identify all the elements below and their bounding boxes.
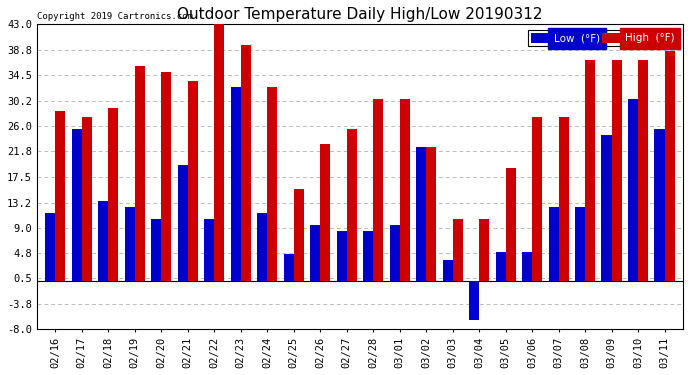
Bar xyxy=(82,117,92,281)
Bar xyxy=(125,207,135,281)
Bar xyxy=(267,87,277,281)
Bar xyxy=(416,147,426,281)
Bar xyxy=(390,225,400,281)
Bar xyxy=(469,281,479,320)
Bar xyxy=(442,261,453,281)
Bar xyxy=(204,219,215,281)
Bar xyxy=(602,135,611,281)
Bar xyxy=(522,252,532,281)
Bar xyxy=(108,108,119,281)
Bar xyxy=(151,219,161,281)
Bar xyxy=(178,165,188,281)
Bar xyxy=(575,207,585,281)
Bar xyxy=(135,66,145,281)
Bar xyxy=(549,207,559,281)
Bar xyxy=(284,255,294,281)
Bar xyxy=(373,99,383,281)
Bar xyxy=(241,45,250,281)
Bar xyxy=(337,231,346,281)
Text: Copyright 2019 Cartronics.com: Copyright 2019 Cartronics.com xyxy=(37,12,193,21)
Bar xyxy=(346,129,357,281)
Bar xyxy=(98,201,108,281)
Bar xyxy=(363,231,373,281)
Bar xyxy=(400,99,410,281)
Bar xyxy=(611,60,622,281)
Legend: Low  (°F), High  (°F): Low (°F), High (°F) xyxy=(528,30,678,46)
Bar xyxy=(453,219,463,281)
Title: Outdoor Temperature Daily High/Low 20190312: Outdoor Temperature Daily High/Low 20190… xyxy=(177,7,542,22)
Bar xyxy=(230,87,241,281)
Bar xyxy=(479,219,489,281)
Bar xyxy=(72,129,82,281)
Bar xyxy=(188,81,198,281)
Bar xyxy=(506,168,515,281)
Bar xyxy=(638,60,648,281)
Bar xyxy=(426,147,436,281)
Bar xyxy=(495,252,506,281)
Bar xyxy=(654,129,664,281)
Bar xyxy=(294,189,304,281)
Bar xyxy=(55,111,66,281)
Bar xyxy=(585,60,595,281)
Bar xyxy=(310,225,320,281)
Bar xyxy=(161,72,171,281)
Bar xyxy=(320,144,331,281)
Bar xyxy=(257,213,267,281)
Bar xyxy=(664,51,675,281)
Bar xyxy=(532,117,542,281)
Bar xyxy=(215,18,224,281)
Bar xyxy=(46,213,55,281)
Bar xyxy=(628,99,638,281)
Bar xyxy=(559,117,569,281)
